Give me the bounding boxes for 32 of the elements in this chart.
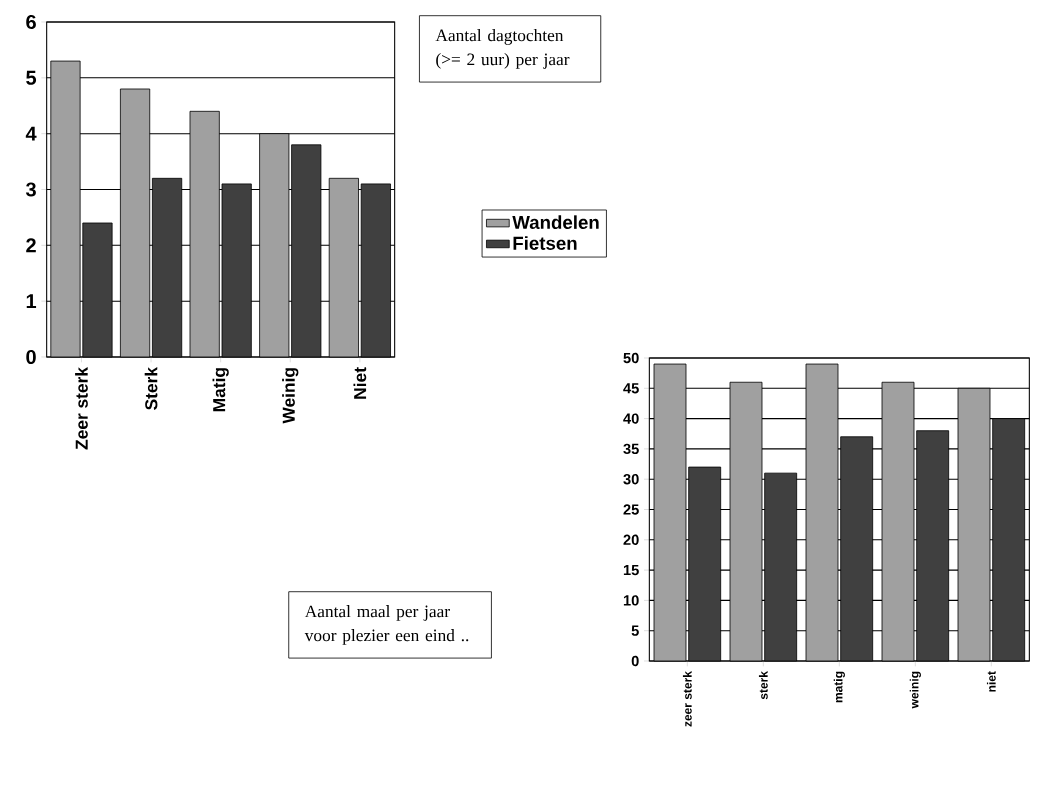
x-tick-label: weinig [909,671,921,709]
y-tick-label: 1 [26,294,37,309]
y-tick-label: 15 [623,564,639,576]
y-tick-label: 50 [623,352,639,364]
y-tick-label: 25 [623,504,639,515]
y-tick-label: 20 [623,534,639,545]
text: Aantal dagtochten (>= 2 uur) per jaar [435,29,570,69]
y-tick-label: 6 [26,14,36,30]
x-tick-label: sterk [758,671,768,700]
legend-label: Wandelen [512,215,599,230]
y-tick-label: 10 [623,595,639,606]
y-tick-label: 5 [26,70,37,85]
y-tick-label: 4 [25,126,37,141]
y-tick-label: 5 [631,625,639,636]
x-tick-label: zeer sterk [682,671,692,727]
x-tick-label: Weinig [282,368,299,424]
y-tick-label: 2 [26,238,36,253]
legend-label: Fietsen [513,236,577,250]
y-tick-label: 0 [631,655,639,667]
x-tick-label: Sterk [144,367,158,410]
text: Aantal maal per jaar voor plezier een eind .. [304,605,469,645]
x-tick-label: matig [833,671,845,703]
y-tick-label: 35 [623,443,639,455]
y-tick-label: 45 [623,383,639,394]
x-tick-label: niet [986,671,996,692]
y-tick-label: 30 [623,474,639,485]
y-tick-label: 3 [25,182,36,197]
x-tick-label: Niet [353,367,367,399]
x-tick-label: Matig [212,368,229,412]
y-tick-label: 0 [26,349,36,365]
x-tick-label: Zeer sterk [75,367,88,450]
y-tick-label: 40 [623,413,639,424]
